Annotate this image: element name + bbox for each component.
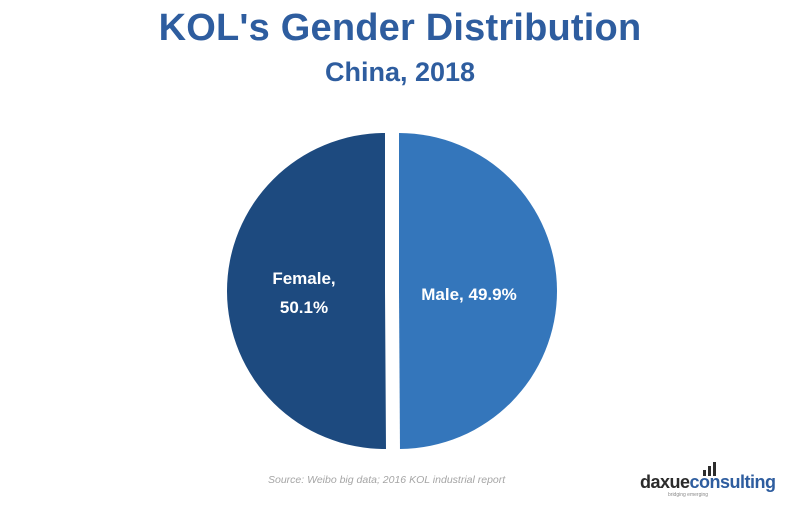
pie-label-female-name: Female,	[272, 269, 335, 288]
pie-slice-female	[227, 133, 386, 449]
daxue-consulting-logo: daxueconsulting bridging emerging	[640, 458, 790, 498]
logo-tagline: bridging emerging	[668, 492, 709, 498]
chart-title: KOL's Gender Distribution	[158, 7, 642, 49]
pie-label-female-value: 50.1%	[280, 298, 328, 317]
logo-wordmark: daxueconsulting	[640, 472, 776, 493]
bar-chart-logo-icon	[703, 462, 723, 476]
pie-label-male: Male, 49.9%	[421, 285, 516, 304]
source-note: Source: Weibo big data; 2016 KOL industr…	[268, 474, 506, 486]
logo-word-2: consulting	[689, 472, 777, 492]
pie-slice-male	[399, 133, 558, 449]
logo-word-1: daxue	[640, 472, 690, 492]
chart-subtitle: China, 2018	[324, 57, 476, 87]
